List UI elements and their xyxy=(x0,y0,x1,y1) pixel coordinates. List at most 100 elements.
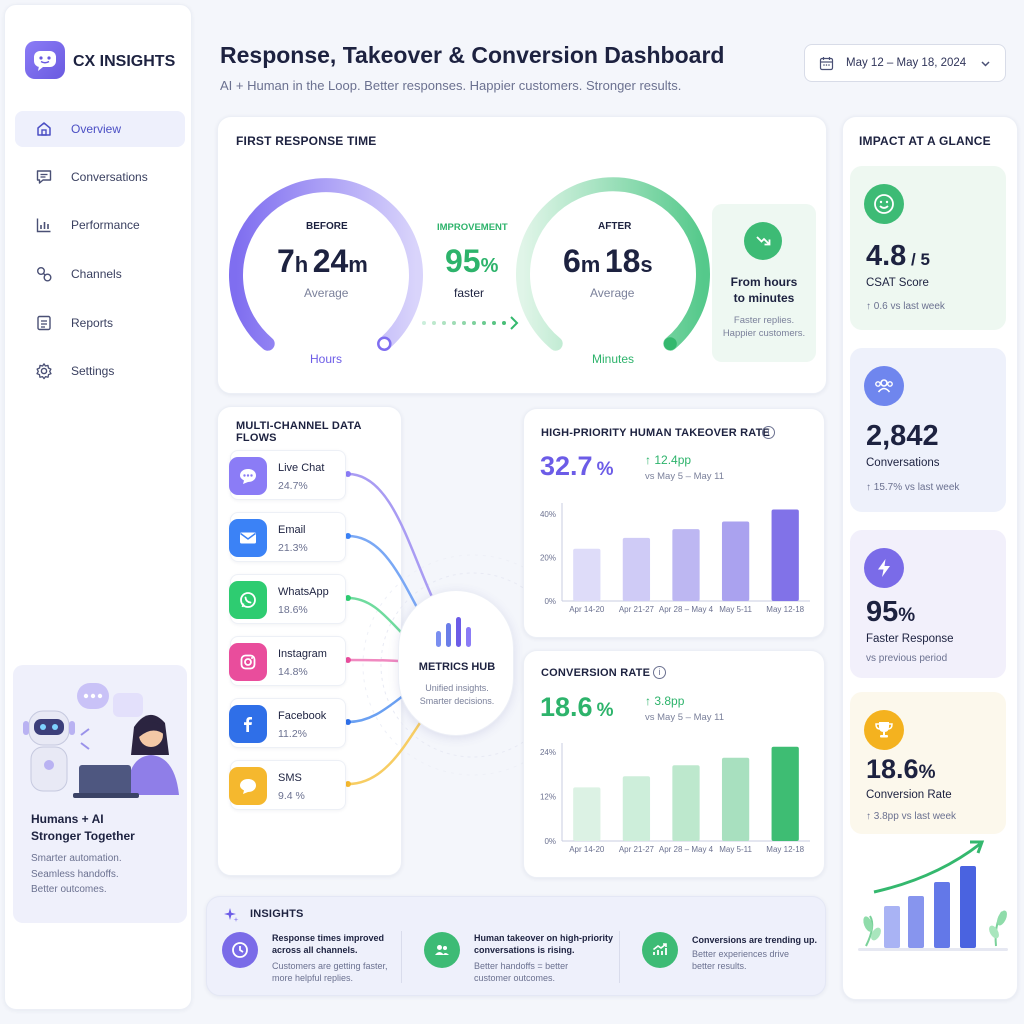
insight-sub: Customers are getting faster, more helpfu… xyxy=(272,960,412,984)
info-icon[interactable]: i xyxy=(653,666,666,679)
channel-name: Live Chat xyxy=(278,462,325,474)
y-tick-label: 0% xyxy=(544,597,556,606)
nav-item-performance[interactable]: Performance xyxy=(15,207,185,243)
x-tick-label: Apr 28 – May 4 xyxy=(659,605,714,614)
divider xyxy=(619,931,620,983)
takeover-delta: ↑ 12.4pp xyxy=(645,453,691,467)
impact-label: CSAT Score xyxy=(866,277,929,289)
facebook-icon xyxy=(229,705,267,743)
promo-lines: Smarter automation. Seamless handoffs. B… xyxy=(31,851,122,898)
channel-instagram[interactable]: Instagram 14.8% xyxy=(229,636,346,686)
improvement-label: IMPROVEMENT xyxy=(437,222,508,233)
channel-name: Instagram xyxy=(278,648,327,660)
impact-label: Conversion Rate xyxy=(866,789,952,801)
flow-arrow-dots xyxy=(422,316,519,330)
sidebar: CX INSIGHTS Overview Conversations Perfo… xyxy=(4,4,192,1010)
home-icon xyxy=(35,120,53,138)
insights-card: INSIGHTS xyxy=(206,896,826,996)
nav-label: Settings xyxy=(71,364,115,378)
improvement-value: 95% xyxy=(445,243,498,280)
after-seconds-unit: s xyxy=(640,252,653,277)
improvement-unit: % xyxy=(480,255,499,277)
channel-whatsapp[interactable]: WhatsApp 18.6% xyxy=(229,574,346,624)
channel-pct: 24.7% xyxy=(278,480,308,492)
impact-suffix: / 5 xyxy=(906,250,930,269)
insight-sub-line: Customers are getting faster, xyxy=(272,961,388,971)
bar[interactable] xyxy=(771,746,799,841)
bar[interactable] xyxy=(573,548,601,601)
people-icon xyxy=(424,932,460,968)
before-value: 7h 24m xyxy=(277,243,368,280)
impact-card-csat: 4.8 / 5 CSAT Score ↑ 0.6 vs last week xyxy=(850,166,1006,330)
nav-item-overview[interactable]: Overview xyxy=(15,111,185,147)
info-icon[interactable]: i xyxy=(762,426,775,439)
channel-pct: 14.8% xyxy=(278,666,308,678)
frt-title: FIRST RESPONSE TIME xyxy=(236,134,377,148)
channel-facebook[interactable]: Facebook 11.2% xyxy=(229,698,346,748)
nav-item-channels[interactable]: Channels xyxy=(15,256,185,292)
nav-item-conversations[interactable]: Conversations xyxy=(15,159,185,195)
chevron-down-icon xyxy=(980,58,991,69)
note-title-line1: From hours xyxy=(730,275,798,289)
after-minutes-unit: m xyxy=(580,252,601,277)
nav-item-reports[interactable]: Reports xyxy=(15,305,185,341)
before-minutes: 24 xyxy=(312,243,349,279)
before-hours: 7 xyxy=(277,243,295,279)
trend-down-icon xyxy=(744,222,782,260)
trend-up-icon xyxy=(642,932,678,968)
bar[interactable] xyxy=(622,776,651,841)
chat-icon xyxy=(35,168,53,186)
impact-number: 95 xyxy=(866,596,899,628)
conversion-card: CONVERSION RATE i 18.6% ↑ 3.8pp vs May 5… xyxy=(523,650,825,878)
hub-sub: Unified insights. Smarter decisions. xyxy=(399,682,515,707)
takeover-unit: % xyxy=(596,459,614,480)
impact-title: IMPACT AT A GLANCE xyxy=(859,134,991,148)
hub-line1: Unified insights. xyxy=(425,683,489,693)
chat-bubble-icon xyxy=(229,457,267,495)
channel-sms[interactable]: SMS 9.4 % xyxy=(229,760,346,810)
insight-sub: Better experiences drive better results. xyxy=(692,948,832,972)
improvement-sub: faster xyxy=(454,286,485,300)
note-line1: Faster replies. xyxy=(733,315,795,326)
insight-sub-line: better results. xyxy=(692,961,747,971)
date-range-picker[interactable]: May 12 – May 18, 2024 xyxy=(804,44,1006,82)
impact-value: 2,842 xyxy=(866,420,939,453)
bar[interactable] xyxy=(672,765,700,841)
users-icon xyxy=(864,366,904,406)
impact-number: 2,842 xyxy=(866,420,939,452)
note-title: From hours to minutes xyxy=(712,274,816,306)
impact-card-faster-response: 95% Faster Response vs previous period xyxy=(850,530,1006,678)
smile-icon xyxy=(864,184,904,224)
whatsapp-icon xyxy=(229,581,267,619)
x-tick-label: Apr 14-20 xyxy=(569,605,605,614)
impact-card-conversion: 18.6% Conversion Rate ↑ 3.8pp vs last we… xyxy=(850,692,1006,834)
nav-label: Performance xyxy=(71,218,140,232)
bar[interactable] xyxy=(721,757,750,841)
channel-live-chat[interactable]: Live Chat 24.7% xyxy=(229,450,346,500)
promo-title-line2: Stronger Together xyxy=(31,829,135,843)
takeover-bar-chart: 0% 20% 40% Apr 14-20 Apr 21-27 Apr 28 – May 4… xyxy=(540,503,810,614)
bar[interactable] xyxy=(622,537,651,601)
bar[interactable] xyxy=(721,521,750,601)
takeover-number: 32.7 xyxy=(540,451,593,481)
before-hours-unit: h xyxy=(294,252,309,277)
bar[interactable] xyxy=(672,529,700,601)
before-scale: Hours xyxy=(310,352,343,366)
promo-card: Humans + AI Stronger Together Smarter au… xyxy=(13,665,187,923)
hub-line2: Smarter decisions. xyxy=(419,695,495,706)
before-minutes-unit: m xyxy=(348,252,368,277)
nav-item-settings[interactable]: Settings xyxy=(15,353,185,389)
impact-sub: ↑ 15.7% vs last week xyxy=(866,482,960,493)
x-tick-label: Apr 21-27 xyxy=(619,845,655,854)
logo-icon xyxy=(25,41,65,79)
insight-item: Human takeover on high-priority conversat… xyxy=(424,926,614,983)
impact-suffix: % xyxy=(898,605,916,626)
bar[interactable] xyxy=(771,509,799,601)
page-title: Response, Takeover & Conversion Dashboar… xyxy=(220,42,725,68)
flows-title: MULTI-CHANNEL DATA FLOWS xyxy=(236,420,362,444)
metrics-hub[interactable]: METRICS HUB Unified insights. Smarter de… xyxy=(398,590,514,736)
channel-email[interactable]: Email 21.3% xyxy=(229,512,346,562)
bar[interactable] xyxy=(573,787,601,841)
after-gauge-knob xyxy=(663,337,677,351)
email-icon xyxy=(229,519,267,557)
